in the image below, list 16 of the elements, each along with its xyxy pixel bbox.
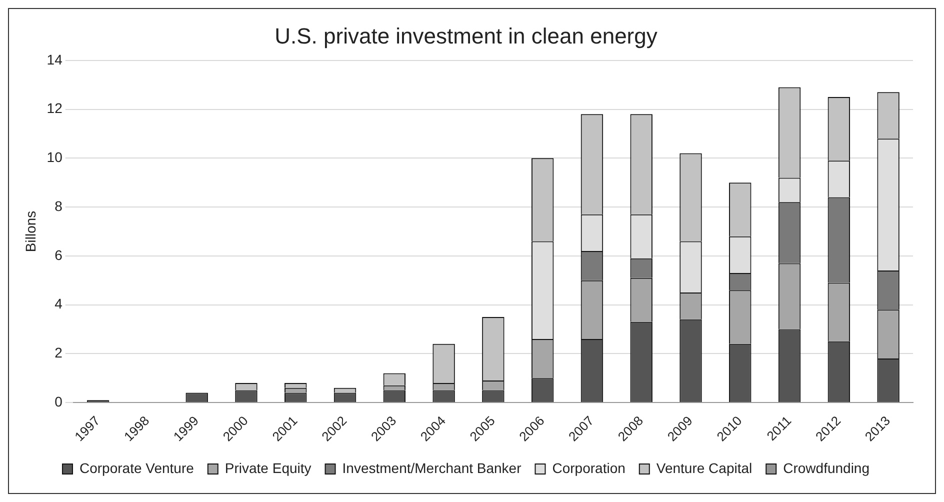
- legend-label: Corporation: [552, 460, 626, 476]
- y-tick-label: 10: [46, 149, 63, 166]
- legend-label: Venture Capital: [656, 460, 752, 476]
- legend-label: Corporate Venture: [79, 460, 194, 476]
- y-tick-label: 12: [46, 100, 63, 116]
- y-tick-label: 0: [54, 393, 63, 410]
- y-tick-label: 8: [54, 198, 63, 214]
- legend-label: Private Equity: [224, 460, 312, 476]
- y-tick-label: 6: [54, 246, 63, 263]
- chart-title: U.S. private investment in clean energy: [274, 23, 658, 48]
- y-tick-label: 4: [54, 296, 63, 312]
- legend-label: Investment/Merchant Banker: [342, 460, 522, 476]
- y-tick-label: 2: [54, 344, 63, 361]
- y-axis-title: Billons: [22, 210, 38, 252]
- legend-label: Crowdfunding: [783, 460, 870, 476]
- y-tick-label: 14: [46, 51, 63, 68]
